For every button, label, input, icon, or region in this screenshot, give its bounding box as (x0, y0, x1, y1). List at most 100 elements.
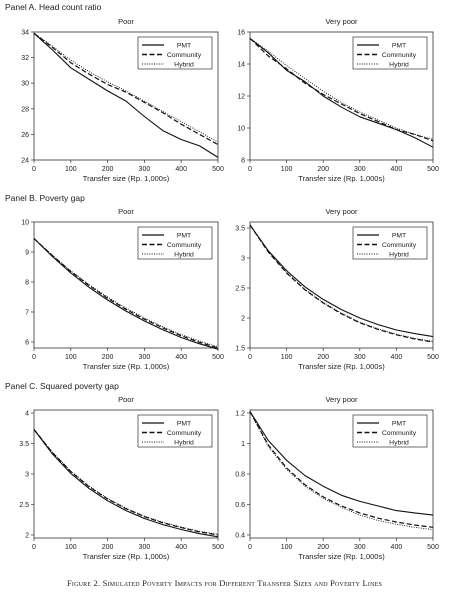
chart-4-legend-box (352, 226, 428, 260)
chart-6-x-axis-label: Transfer size (Rp. 1,000s) (298, 552, 385, 561)
chart-4-title: Very poor (325, 207, 358, 216)
chart-1-x-tick-label: 200 (102, 166, 114, 173)
figure-caption: Figure 2. Simulated Poverty Impacts for … (66, 578, 383, 588)
chart-3-x-axis-label: Transfer size (Rp. 1,000s) (83, 362, 170, 371)
chart-4-y-tick-label: 2.5 (235, 286, 245, 293)
chart-1-y-tick-label: 32 (21, 55, 29, 62)
chart-6-x-tick-label: 0 (248, 544, 252, 551)
chart-1-x-tick-label: 300 (139, 166, 151, 173)
chart-2-y-tick-label: 16 (237, 30, 245, 37)
chart-5-series-community (33, 429, 219, 536)
chart-6-x-tick-label: 100 (281, 544, 293, 551)
chart-1-y-tick-label: 34 (21, 30, 29, 37)
chart-4-y-tick-label: 3 (241, 256, 245, 263)
chart-4-legend-label-pmt: PMT (392, 233, 406, 240)
chart-3-x-tick-label: 100 (65, 354, 77, 361)
chart-4-x-tick-label: 300 (354, 354, 366, 361)
chart-3-x-tick-label: 500 (212, 354, 224, 361)
chart-4-x-tick-label: 500 (427, 354, 439, 361)
chart-2-x-tick-label: 300 (354, 166, 366, 173)
chart-3-series-hybrid (33, 238, 219, 348)
chart-3-y-tick-label: 10 (21, 220, 29, 227)
chart-5-x-tick-label: 200 (102, 544, 114, 551)
chart-6-y-tick-label: 0.8 (235, 472, 245, 479)
chart-2-legend-label-community: Community (382, 52, 417, 59)
chart-1-x-tick-label: 500 (212, 166, 224, 173)
chart-2-y-tick-label: 10 (237, 126, 245, 133)
chart-3-y-tick-label: 7 (25, 310, 29, 317)
chart-1-y-tick-label: 30 (21, 81, 29, 88)
chart-1-series-hybrid (33, 32, 219, 143)
chart-5-x-tick-label: 300 (139, 544, 151, 551)
chart-2-x-tick-label: 400 (391, 166, 403, 173)
chart-1-series-pmt (33, 32, 219, 158)
chart-4-y-tick-label: 2 (241, 316, 245, 323)
chart-3-x-tick-label: 300 (139, 354, 151, 361)
chart-2-x-tick-label: 500 (427, 166, 439, 173)
chart-2-x-tick-label: 100 (281, 166, 293, 173)
chart-6-series-community (249, 411, 434, 528)
chart-5-x-axis-label: Transfer size (Rp. 1,000s) (83, 552, 170, 561)
chart-4-y-tick-label: 1.5 (235, 346, 245, 353)
chart-5-title: Poor (118, 395, 134, 404)
chart-2-y-tick-label: 14 (237, 62, 245, 69)
chart-5-y-tick-label: 2.5 (19, 502, 29, 509)
chart-2-y-tick-label: 12 (237, 94, 245, 101)
chart-3-legend-label-community: Community (167, 242, 202, 249)
chart-2-y-tick-label: 8 (241, 158, 245, 165)
chart-3-y-tick-label: 8 (25, 280, 29, 287)
chart-6-x-tick-label: 200 (317, 544, 329, 551)
chart-5-x-tick-label: 500 (212, 544, 224, 551)
chart-4-series-pmt (249, 224, 434, 338)
chart-5-series-pmt (33, 429, 219, 538)
chart-1-title: Poor (118, 17, 134, 26)
chart-4-y-tick-label: 3.5 (235, 226, 245, 233)
chart-3-legend-label-hybrid: Hybrid (174, 252, 194, 259)
chart-6-series-pmt (249, 411, 434, 516)
chart-1-legend-box (137, 36, 213, 70)
chart-3-x-tick-label: 0 (32, 354, 36, 361)
chart-6-y-tick-label: 0.4 (235, 532, 245, 539)
chart-5-legend-label-pmt: PMT (177, 421, 191, 428)
chart-6-y-tick-label: 1.2 (235, 411, 245, 418)
chart-1-x-tick-label: 100 (65, 166, 77, 173)
chart-1-legend-label-community: Community (167, 52, 202, 59)
chart-6-legend-box (352, 414, 428, 448)
chart-1-x-tick-label: 400 (175, 166, 187, 173)
chart-6-legend-label-community: Community (382, 430, 417, 437)
chart-4-series-hybrid (249, 224, 434, 342)
chart-2-title: Very poor (325, 17, 358, 26)
chart-5-y-tick-label: 2 (25, 532, 29, 539)
chart-6-y-tick-label: 0.6 (235, 502, 245, 509)
chart-1-y-tick-label: 28 (21, 106, 29, 113)
chart-1-legend-label-pmt: PMT (177, 43, 191, 50)
chart-5-y-tick-label: 3.5 (19, 441, 29, 448)
chart-5-legend-label-community: Community (167, 430, 202, 437)
chart-5-legend-box (137, 414, 213, 448)
chart-6-title: Very poor (325, 395, 358, 404)
panel-title-2: Panel B. Poverty gap (5, 193, 85, 203)
chart-5-legend-label-hybrid: Hybrid (174, 440, 194, 447)
chart-6-x-tick-label: 400 (391, 544, 403, 551)
chart-6-x-tick-label: 500 (427, 544, 439, 551)
chart-2-x-axis-label: Transfer size (Rp. 1,000s) (298, 174, 385, 183)
chart-2-legend-box (352, 36, 428, 70)
panel-title-3: Panel C. Squared poverty gap (5, 381, 119, 391)
chart-4-x-tick-label: 200 (317, 354, 329, 361)
chart-6-legend-label-hybrid: Hybrid (389, 440, 409, 447)
chart-1-x-tick-label: 0 (32, 166, 36, 173)
chart-4-legend-label-hybrid: Hybrid (389, 252, 409, 259)
chart-4-legend-label-community: Community (382, 242, 417, 249)
chart-4-x-tick-label: 0 (248, 354, 252, 361)
panel-title-1: Panel A. Head count ratio (5, 2, 102, 12)
chart-5-x-tick-label: 100 (65, 544, 77, 551)
chart-1-y-tick-label: 24 (21, 158, 29, 165)
chart-4-x-tick-label: 100 (281, 354, 293, 361)
chart-3-x-tick-label: 200 (102, 354, 114, 361)
chart-3-y-tick-label: 6 (25, 340, 29, 347)
chart-4-plot-frame (249, 221, 434, 349)
chart-3-x-tick-label: 400 (175, 354, 187, 361)
chart-6-series-hybrid (249, 411, 434, 531)
chart-3-plot-frame (33, 221, 219, 349)
